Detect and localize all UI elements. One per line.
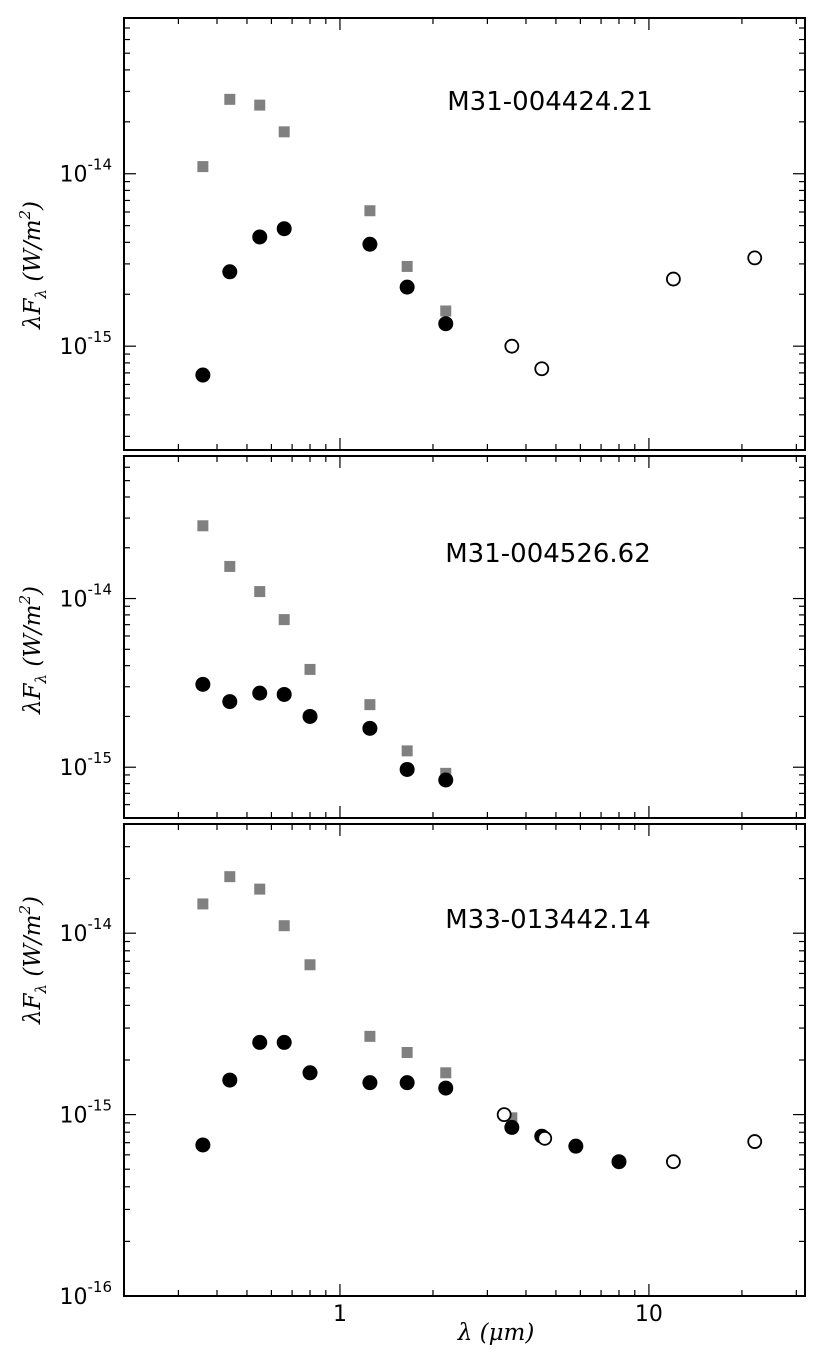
data-point-square bbox=[278, 126, 290, 138]
data-point-square bbox=[224, 560, 236, 572]
data-point-open-circle bbox=[496, 1107, 512, 1123]
data-point-filled-circle bbox=[399, 761, 415, 777]
panel-title: M33-013442.14 bbox=[445, 905, 651, 935]
y-axis-label: λFλ (W/m2) bbox=[16, 586, 50, 715]
panel-1: 10-14 10-15 M31-004424.21 λFλ (W/m2) bbox=[16, 17, 806, 451]
data-point-open-circle bbox=[747, 250, 763, 266]
data-point-square bbox=[278, 920, 290, 932]
data-point-filled-circle bbox=[611, 1154, 627, 1170]
data-point-open-circle bbox=[665, 271, 681, 287]
y-axis-label: λFλ (W/m2) bbox=[16, 201, 50, 330]
plot-frame bbox=[123, 823, 806, 1297]
data-point-filled-circle bbox=[276, 686, 292, 702]
data-point-square bbox=[197, 898, 209, 910]
data-point-square bbox=[401, 745, 413, 757]
data-point-filled-circle bbox=[302, 1065, 318, 1081]
data-point-filled-circle bbox=[362, 1075, 378, 1091]
data-point-filled-circle bbox=[252, 1034, 268, 1050]
data-point-square bbox=[364, 1030, 376, 1042]
data-point-square bbox=[364, 205, 376, 217]
data-point-open-circle bbox=[537, 1130, 553, 1146]
data-point-filled-circle bbox=[399, 279, 415, 295]
data-point-filled-circle bbox=[222, 1072, 238, 1088]
data-point-square bbox=[224, 93, 236, 105]
x-tick-label: 10 bbox=[635, 1302, 663, 1327]
y-tick-label: 10-16 bbox=[60, 1278, 113, 1310]
data-point-filled-circle bbox=[222, 694, 238, 710]
data-point-filled-circle bbox=[504, 1119, 520, 1135]
data-point-square bbox=[278, 614, 290, 626]
data-point-filled-circle bbox=[438, 1080, 454, 1096]
data-point-filled-circle bbox=[276, 221, 292, 237]
data-point-square bbox=[304, 959, 316, 971]
data-point-square bbox=[506, 1112, 518, 1124]
y-tick-label: 10-14 bbox=[60, 581, 113, 613]
data-point-square bbox=[197, 520, 209, 532]
data-point-filled-circle bbox=[252, 685, 268, 701]
y-tick-label: 10-14 bbox=[60, 156, 113, 188]
data-point-open-circle bbox=[747, 1134, 763, 1149]
y-axis-label: λFλ (W/m2) bbox=[16, 896, 50, 1025]
plot-frame bbox=[123, 455, 806, 819]
y-tick-label: 10-14 bbox=[60, 915, 113, 947]
data-point-open-circle bbox=[534, 361, 550, 377]
plot-frame bbox=[123, 17, 806, 451]
panel-2: 10-14 10-15 M31-004526.62 λFλ (W/m2) bbox=[16, 455, 806, 819]
data-point-filled-circle bbox=[362, 236, 378, 252]
data-point-square bbox=[224, 871, 236, 883]
data-point-square bbox=[197, 161, 209, 173]
data-point-filled-circle bbox=[222, 264, 238, 280]
data-point-filled-circle bbox=[438, 772, 454, 788]
data-point-square bbox=[401, 1046, 413, 1058]
data-point-square bbox=[254, 99, 266, 111]
data-point-filled-circle bbox=[438, 316, 454, 332]
data-point-filled-circle bbox=[195, 676, 211, 692]
x-axis-label: λ (μm) bbox=[457, 1320, 535, 1346]
data-point-square bbox=[364, 699, 376, 711]
data-point-square bbox=[401, 260, 413, 272]
data-point-filled-circle bbox=[252, 229, 268, 245]
data-point-filled-circle bbox=[195, 367, 211, 383]
data-point-filled-circle bbox=[276, 1034, 292, 1050]
data-point-square bbox=[440, 1067, 452, 1079]
y-tick-label: 10-15 bbox=[60, 749, 113, 781]
data-point-filled-circle bbox=[362, 720, 378, 736]
data-point-open-circle bbox=[665, 1154, 681, 1170]
data-point-filled-circle bbox=[568, 1138, 584, 1154]
panel-title: M31-004526.62 bbox=[445, 539, 651, 569]
data-point-filled-circle bbox=[302, 708, 318, 724]
data-point-square bbox=[440, 305, 452, 317]
y-tick-label: 10-15 bbox=[60, 1097, 113, 1129]
panel-3: 10-14 10-15 10-16 1 10 M33-013442.14 λFλ (W/m2… bbox=[16, 823, 806, 1346]
data-point-square bbox=[304, 663, 316, 675]
data-point-square bbox=[254, 586, 266, 598]
data-point-square bbox=[254, 883, 266, 895]
data-point-filled-circle bbox=[195, 1137, 211, 1153]
data-point-open-circle bbox=[504, 338, 520, 354]
data-point-filled-circle bbox=[399, 1075, 415, 1091]
x-tick-label: 1 bbox=[333, 1302, 347, 1327]
panel-title: M31-004424.21 bbox=[447, 87, 653, 117]
y-tick-label: 10-15 bbox=[60, 328, 113, 360]
